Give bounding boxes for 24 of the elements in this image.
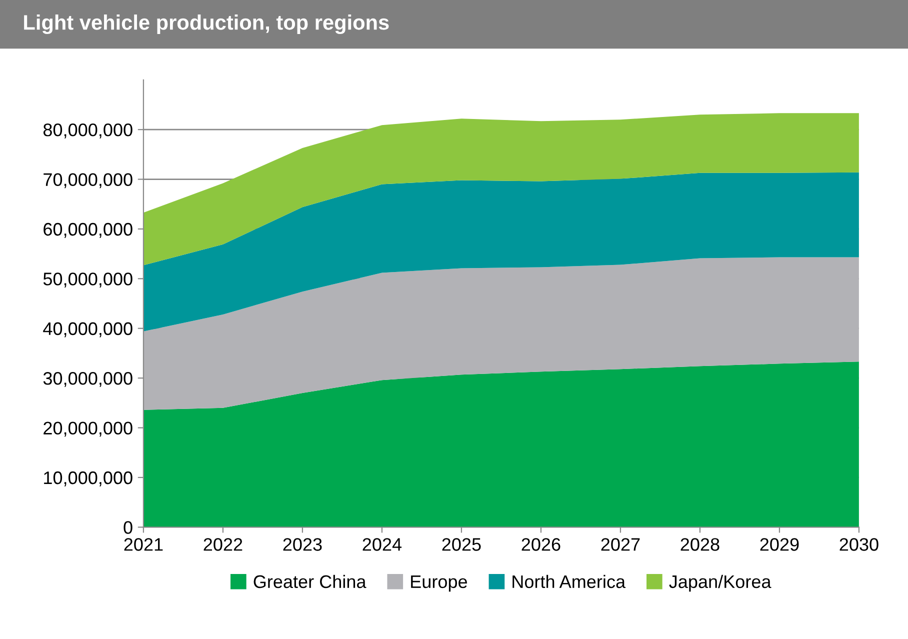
- x-tick-label: 2022: [204, 538, 242, 551]
- x-tick-label: 2030: [840, 538, 878, 551]
- y-tick-label: 60,000,000: [44, 222, 132, 238]
- x-tick-label: 2025: [442, 538, 481, 551]
- x-tick-label: 2026: [522, 538, 560, 551]
- legend-label: North America: [512, 574, 626, 588]
- y-tick-label: 20,000,000: [44, 422, 132, 437]
- x-tick-label: 2023: [283, 538, 322, 551]
- x-tick-label: 2028: [680, 538, 720, 551]
- y-tick-label: 80,000,000: [43, 124, 132, 138]
- y-tick-label: 30,000,000: [43, 372, 132, 387]
- x-tick-label: 2021: [124, 538, 163, 551]
- chart-title: Light vehicle production, top regions: [24, 14, 389, 34]
- legend-label: Europe: [411, 575, 468, 592]
- y-tick-label: 10,000,000: [44, 471, 132, 486]
- y-tick-label: 40,000,000: [43, 322, 132, 338]
- legend-label: Greater China: [254, 574, 366, 588]
- x-tick-label: 2024: [362, 538, 402, 551]
- x-tick-label: 2027: [601, 538, 640, 551]
- y-tick-label: 0: [124, 521, 132, 534]
- x-tick-label: 2029: [760, 538, 799, 551]
- legend-label: Japan/Korea: [669, 574, 772, 592]
- y-tick-label: 50,000,000: [43, 272, 132, 288]
- y-tick-label: 70,000,000: [44, 173, 132, 188]
